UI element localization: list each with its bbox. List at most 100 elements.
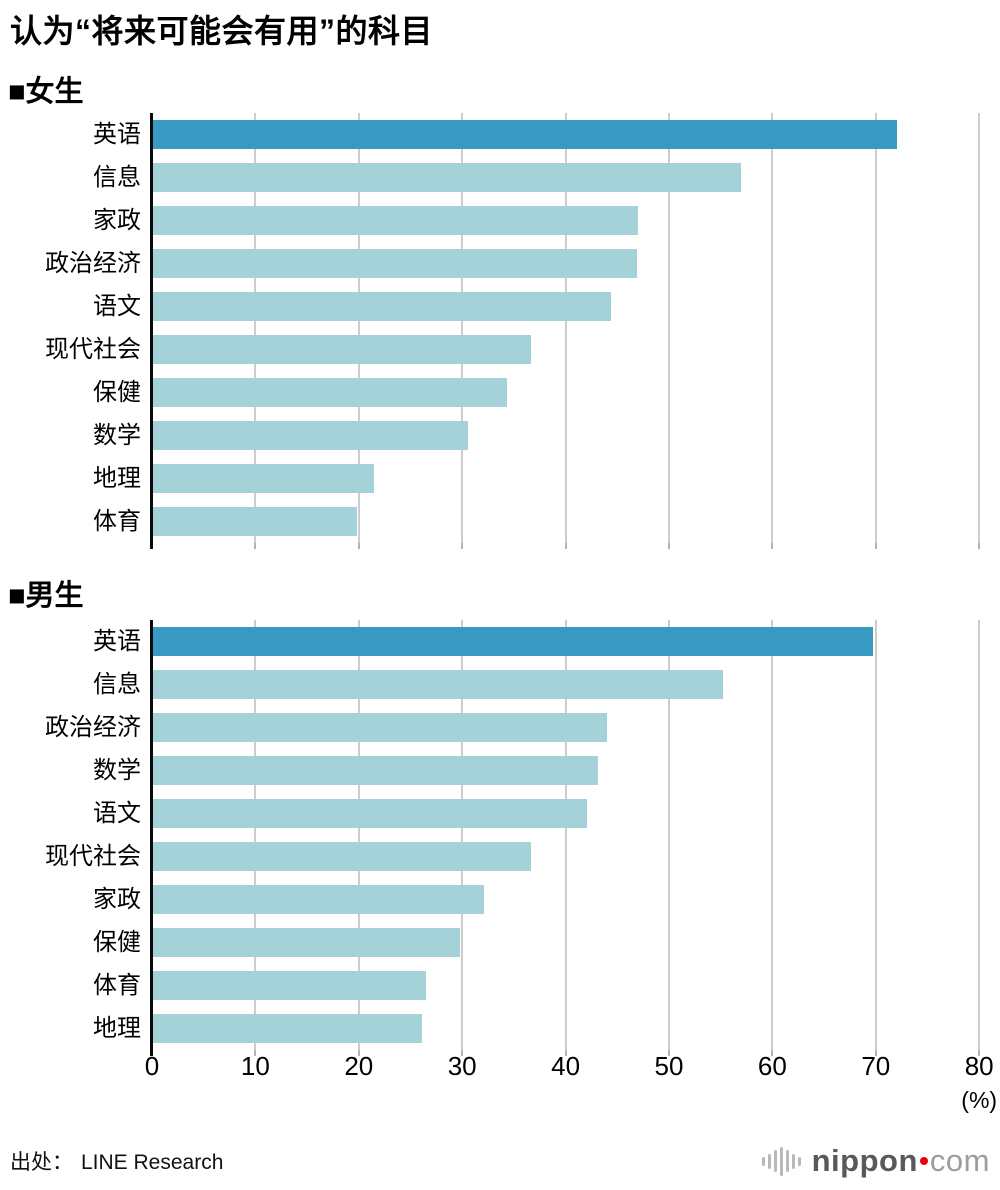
x-tick-label: 20	[344, 1051, 374, 1081]
bar-英语	[153, 120, 897, 149]
x-tick-label: 40	[551, 1051, 581, 1081]
logo-tld: com	[929, 1143, 990, 1178]
bar-地理	[153, 464, 374, 493]
category-label: 家政	[93, 207, 141, 234]
category-label: 现代社会	[45, 336, 141, 363]
bar-语文	[153, 799, 587, 828]
bar-保健	[153, 928, 460, 957]
axis-tick	[771, 543, 774, 549]
axis-tick	[254, 1050, 257, 1056]
category-label: 保健	[93, 379, 141, 406]
gridline	[668, 113, 670, 543]
x-tick-label: 10	[240, 1051, 270, 1081]
x-tick-label: 80	[964, 1051, 994, 1081]
gridline	[254, 113, 257, 543]
category-label: 体育	[93, 972, 141, 999]
bar-数学	[153, 756, 598, 785]
axis-tick	[771, 1050, 774, 1056]
axis-tick	[668, 543, 670, 549]
gridline	[564, 113, 567, 543]
bar-政治经济	[153, 713, 607, 742]
category-label: 现代社会	[45, 843, 141, 870]
x-tick-label: 50	[654, 1051, 684, 1081]
axis-tick	[874, 1050, 877, 1056]
category-label: 数学	[93, 422, 141, 449]
bar-体育	[153, 507, 357, 536]
axis-tick	[461, 543, 464, 549]
category-label: 政治经济	[45, 714, 141, 741]
bar-家政	[153, 885, 484, 914]
gridline	[564, 620, 567, 1050]
x-axis-tick-labels: 0 10 20 30 40 50 60 70 80	[0, 1051, 1000, 1083]
x-tick-label: 70	[861, 1051, 891, 1081]
category-label: 地理	[93, 1015, 141, 1042]
bar-家政	[153, 206, 638, 235]
source-label: 出处：	[10, 1151, 73, 1174]
category-label: 英语	[93, 121, 141, 148]
axis-unit-label: (%)	[961, 1087, 998, 1113]
gridline	[874, 620, 877, 1050]
soundwave-icon	[761, 1146, 803, 1176]
axis-tick	[668, 1050, 670, 1056]
bar-地理	[153, 1014, 422, 1043]
gridline	[771, 620, 774, 1050]
gridline	[874, 113, 877, 543]
category-label: 数学	[93, 757, 141, 784]
logo-red-dot	[919, 1156, 928, 1165]
y-axis-line	[150, 113, 153, 549]
bar-语文	[153, 292, 611, 321]
gridline	[254, 620, 257, 1050]
category-label: 语文	[93, 293, 141, 320]
axis-tick	[357, 1050, 360, 1056]
nippon-logo: nippon com	[761, 1143, 990, 1179]
category-label: 语文	[93, 800, 141, 827]
y-axis-line	[150, 620, 153, 1056]
x-tick-label: 60	[757, 1051, 787, 1081]
category-label: 家政	[93, 886, 141, 913]
x-tick-label: 30	[447, 1051, 477, 1081]
axis-tick	[874, 543, 877, 549]
bar-政治经济	[153, 249, 637, 278]
axis-tick	[978, 543, 981, 549]
boys-bar-chart: 英语信息政治经济数学语文现代社会家政保健体育地理	[0, 620, 1000, 1056]
x-tick-label: 0	[144, 1051, 160, 1081]
section-title-boys: ■男生	[8, 580, 84, 612]
axis-tick	[357, 543, 360, 549]
axis-tick	[564, 1050, 567, 1056]
bar-体育	[153, 971, 426, 1000]
gridline	[357, 620, 360, 1050]
gridline	[771, 113, 774, 543]
bar-信息	[153, 670, 723, 699]
footer: 出处： LINE Research nippon com	[10, 1143, 990, 1179]
category-label: 信息	[93, 671, 141, 698]
axis-tick	[564, 543, 567, 549]
category-label: 保健	[93, 929, 141, 956]
axis-tick	[461, 1050, 464, 1056]
logo-name: nippon	[811, 1143, 918, 1178]
bar-信息	[153, 163, 741, 192]
bar-现代社会	[153, 842, 531, 871]
gridline	[978, 620, 981, 1050]
bar-数学	[153, 421, 468, 450]
source-note: 出处： LINE Research	[10, 1146, 223, 1176]
chart-title: 认为“将来可能会有用”的科目	[10, 13, 434, 49]
category-label: 政治经济	[45, 250, 141, 277]
bar-现代社会	[153, 335, 531, 364]
category-label: 信息	[93, 164, 141, 191]
category-label: 地理	[93, 465, 141, 492]
section-title-girls: ■女生	[8, 76, 84, 108]
bar-保健	[153, 378, 507, 407]
gridline	[357, 113, 360, 543]
girls-bar-chart: 英语信息家政政治经济语文现代社会保健数学地理体育	[0, 113, 1000, 549]
gridline	[978, 113, 981, 543]
gridline	[668, 620, 670, 1050]
category-label: 体育	[93, 508, 141, 535]
source-value: LINE Research	[81, 1151, 224, 1174]
gridline	[461, 113, 464, 543]
axis-tick	[978, 1050, 981, 1056]
bar-英语	[153, 627, 873, 656]
category-label: 英语	[93, 628, 141, 655]
gridline	[461, 620, 464, 1050]
axis-tick	[254, 543, 257, 549]
